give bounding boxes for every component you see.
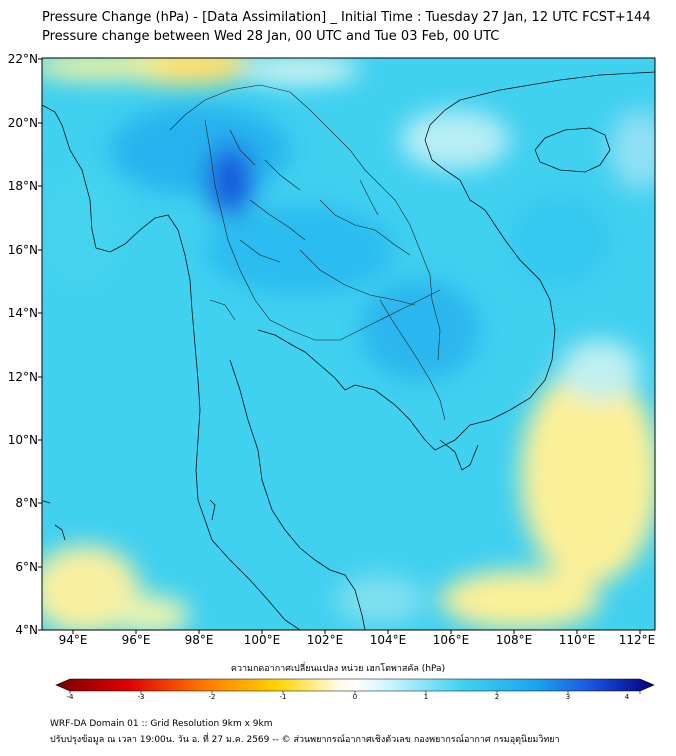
lon-label-100: 100°E — [243, 633, 281, 647]
colorbar — [55, 678, 655, 694]
lat-label-10: 10°N — [7, 433, 38, 447]
lat-label-8: 8°N — [15, 496, 38, 510]
colorbar-tick: 3 — [565, 693, 571, 701]
lon-label-102: 102°E — [306, 633, 344, 647]
colorbar-tick: 2 — [494, 693, 500, 701]
lon-label-106: 106°E — [432, 633, 470, 647]
coastlines — [42, 71, 655, 630]
colorbar-title: ความกดอากาศเปลี่ยนแปลง หน่วย เฮกโตพาสคัล… — [230, 664, 446, 674]
lon-label-98: 98°E — [184, 633, 214, 647]
lon-label-108: 108°E — [495, 633, 533, 647]
colorbar-tick: -1 — [279, 693, 287, 701]
lon-label-96: 96°E — [121, 633, 151, 647]
lat-label-16: 16°N — [7, 243, 38, 257]
footer-update-info: ปรับปรุงข้อมูล ณ เวลา 19:00น. วัน อ. ที่… — [50, 735, 560, 745]
lat-label-22: 22°N — [7, 52, 38, 66]
lon-label-110: 110°E — [558, 633, 596, 647]
colorbar-tick: 4 — [624, 693, 630, 701]
lon-label-104: 104°E — [369, 633, 407, 647]
colorbar-tick: -3 — [137, 693, 145, 701]
colorbar-tick: 1 — [423, 693, 429, 701]
chart-title: Pressure Change (hPa) - [Data Assimilati… — [42, 10, 651, 25]
lon-label-94: 94°E — [58, 633, 88, 647]
colorbar-tick: -2 — [208, 693, 216, 701]
lat-label-12: 12°N — [7, 370, 38, 384]
map-frame — [41, 57, 656, 631]
lat-label-20: 20°N — [7, 116, 38, 130]
lat-label-6: 6°N — [15, 560, 38, 574]
axis-ticks — [38, 58, 641, 634]
lat-label-14: 14°N — [7, 306, 38, 320]
country-borders — [169, 84, 446, 421]
lon-label-112: 112°E — [618, 633, 656, 647]
footer-model-info: WRF-DA Domain 01 :: Grid Resolution 9km … — [50, 719, 273, 729]
lat-label-18: 18°N — [7, 179, 38, 193]
pressure-field-low — [42, 58, 655, 630]
colorbar-tick: 0 — [352, 693, 358, 701]
colorbar-tick: -4 — [66, 693, 74, 701]
chart-subtitle: Pressure change between Wed 28 Jan, 00 U… — [42, 29, 500, 44]
lat-label-4: 4°N — [15, 623, 38, 637]
